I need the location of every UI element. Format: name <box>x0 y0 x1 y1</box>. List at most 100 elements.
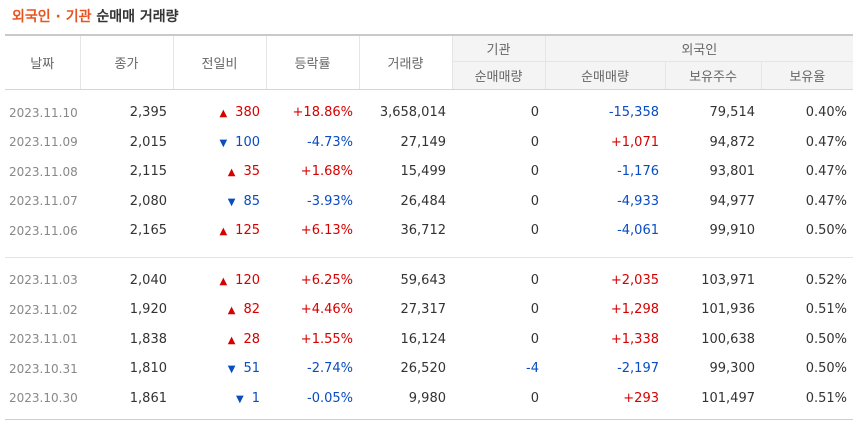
row-divider-cell <box>5 245 854 258</box>
table-row: 2023.10.30 1,861 ▼ 1 -0.05% 9,980 0 +293 101,497… <box>5 384 853 414</box>
table-row: 2023.11.08 2,115 ▲ 35 +1.68% 15,499 0 -1,176 93,… <box>5 157 853 187</box>
cell-institution-net: 0 <box>530 272 539 288</box>
cell-rate: +1.68% <box>300 164 353 180</box>
cell-rate: -0.05% <box>307 390 353 406</box>
cell-change: ▲ 120 <box>173 266 266 296</box>
cell-volume: 9,980 <box>408 390 446 406</box>
cell-foreign-net: +293 <box>623 390 659 406</box>
change-value: 1 <box>251 390 260 406</box>
cell-institution-net: 0 <box>530 193 539 209</box>
cell-close: 1,838 <box>129 331 167 347</box>
cell-foreign-ratio: 0.47% <box>805 164 848 180</box>
header-change: 전일비 <box>172 34 266 90</box>
header-foreign-ratio: 보유율 <box>760 61 854 90</box>
cell-date: 2023.11.01 <box>9 332 78 347</box>
cell-volume: 59,643 <box>400 272 447 288</box>
cell-foreign-ratio: 0.50% <box>805 361 848 377</box>
cell-foreign-net: -4,061 <box>617 223 659 239</box>
table-row: 2023.11.07 2,080 ▼ 85 -3.93% 26,484 0 -4,933 94,… <box>5 187 853 217</box>
cell-institution-net: -4 <box>526 361 539 377</box>
cell-close: 2,115 <box>129 164 167 180</box>
header-foreign-holdings: 보유주수 <box>664 61 761 90</box>
cell-change: ▲ 125 <box>173 216 266 246</box>
header-institution-net: 순매매량 <box>451 61 545 90</box>
cell-foreign-net: +2,035 <box>610 272 659 288</box>
row-divider <box>5 257 853 266</box>
down-arrow-icon: ▼ <box>236 393 244 405</box>
cell-foreign-net: +1,071 <box>610 134 659 150</box>
cell-institution-net: 0 <box>530 390 539 406</box>
cell-close: 1,920 <box>129 302 167 318</box>
header-volume: 거래량 <box>358 34 452 90</box>
cell-close: 2,040 <box>129 272 167 288</box>
table-row: 2023.11.01 1,838 ▲ 28 +1.55% 16,124 0 +1,338 100… <box>5 325 853 355</box>
cell-foreign-ratio: 0.47% <box>805 193 848 209</box>
table-row: 2023.11.06 2,165 ▲ 125 +6.13% 36,712 0 -4,061 99… <box>5 216 853 246</box>
cell-foreign-holdings: 101,497 <box>701 390 755 406</box>
cell-rate: -2.74% <box>307 361 353 377</box>
table-row: 2023.11.02 1,920 ▲ 82 +4.46% 27,317 0 +1,298 101… <box>5 295 853 325</box>
change-value: 125 <box>235 223 260 239</box>
cell-rate: +4.46% <box>300 302 353 318</box>
cell-change: ▼ 1 <box>173 384 266 414</box>
cell-close: 1,810 <box>129 361 167 377</box>
cell-institution-net: 0 <box>530 134 539 150</box>
trading-table: 날짜 종가 전일비 등락률 거래량 기관 외국인 순매매량 순매매량 보유주수 … <box>5 34 854 420</box>
cell-volume: 26,520 <box>400 361 447 377</box>
cell-foreign-ratio: 0.47% <box>805 134 848 150</box>
down-arrow-icon: ▼ <box>227 196 236 208</box>
cell-foreign-holdings: 93,801 <box>709 164 756 180</box>
header-rate: 등락률 <box>265 34 359 90</box>
row-divider <box>5 90 853 99</box>
change-value: 28 <box>243 331 260 347</box>
cell-close: 1,861 <box>129 390 167 406</box>
header-foreign: 외국인 <box>544 34 854 62</box>
cell-close: 2,395 <box>129 105 167 121</box>
cell-foreign-ratio: 0.50% <box>805 223 848 239</box>
table-body: 2023.11.10 2,395 ▲ 380 +18.86% 3,658,014 0 -15,… <box>5 90 854 420</box>
cell-foreign-holdings: 94,977 <box>709 193 756 209</box>
cell-date: 2023.10.31 <box>9 361 78 376</box>
header-foreign-net: 순매매량 <box>544 61 665 90</box>
down-arrow-icon: ▼ <box>227 364 236 376</box>
cell-change: ▲ 35 <box>173 157 266 187</box>
table-row: 2023.11.09 2,015 ▼ 100 -4.73% 27,149 0 +1,071 94… <box>5 128 853 158</box>
cell-date: 2023.11.10 <box>9 105 78 120</box>
cell-date: 2023.11.06 <box>9 223 78 238</box>
cell-date: 2023.11.09 <box>9 135 78 150</box>
table-row: 2023.10.31 1,810 ▼ 51 -2.74% 26,520 -4 -2,197 99… <box>5 354 853 384</box>
cell-rate: +6.13% <box>300 223 353 239</box>
cell-foreign-net: -4,933 <box>617 193 659 209</box>
table-row: 2023.11.10 2,395 ▲ 380 +18.86% 3,658,014 0 -15,… <box>5 98 853 128</box>
header-institution: 기관 <box>451 34 545 62</box>
cell-date: 2023.11.03 <box>9 273 78 288</box>
cell-close: 2,080 <box>129 193 167 209</box>
section-title-rest: 순매매 거래량 <box>96 9 179 25</box>
header-date: 날짜 <box>5 34 80 90</box>
cell-foreign-ratio: 0.51% <box>805 302 848 318</box>
table-row: 2023.11.03 2,040 ▲ 120 +6.25% 59,643 0 +2,035 10… <box>5 266 853 296</box>
cell-foreign-holdings: 99,910 <box>709 223 756 239</box>
change-value: 35 <box>243 164 260 180</box>
cell-rate: +6.25% <box>300 272 353 288</box>
change-value: 120 <box>235 272 260 288</box>
cell-institution-net: 0 <box>530 164 539 180</box>
cell-foreign-holdings: 94,872 <box>709 134 756 150</box>
row-divider-cell <box>5 90 853 99</box>
cell-date: 2023.10.30 <box>9 391 78 406</box>
change-value: 82 <box>243 302 260 318</box>
cell-foreign-ratio: 0.50% <box>805 331 848 347</box>
up-arrow-icon: ▲ <box>227 334 236 346</box>
up-arrow-icon: ▲ <box>219 226 228 238</box>
cell-close: 2,165 <box>129 223 167 239</box>
cell-date: 2023.11.02 <box>9 302 78 317</box>
section-title-highlight: 외국인 · 기관 <box>12 9 92 25</box>
change-value: 85 <box>243 193 260 209</box>
cell-institution-net: 0 <box>530 331 539 347</box>
cell-foreign-holdings: 79,514 <box>709 105 756 121</box>
cell-rate: -4.73% <box>307 134 353 150</box>
cell-foreign-ratio: 0.40% <box>805 105 848 121</box>
cell-volume: 16,124 <box>400 331 447 347</box>
up-arrow-icon: ▲ <box>227 305 236 317</box>
cell-institution-net: 0 <box>530 105 539 121</box>
